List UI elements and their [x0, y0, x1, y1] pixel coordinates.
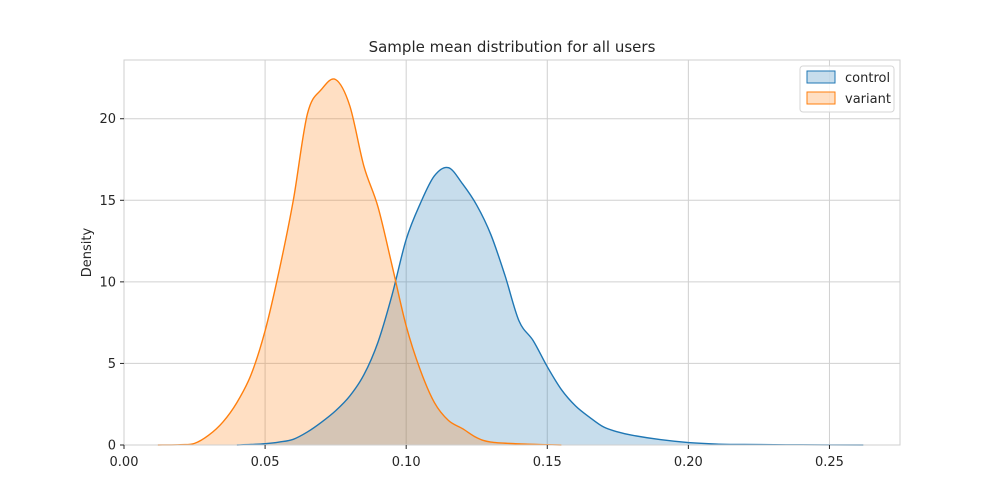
y-tick-label-0: 0	[108, 439, 116, 454]
legend-variant-label: variant	[845, 92, 891, 107]
y-axis-label: Density	[80, 227, 95, 277]
y-tick-label-1: 5	[108, 357, 116, 372]
legend: control variant	[799, 65, 895, 113]
x-tick-label-5: 0.25	[815, 455, 844, 470]
y-axis-ticks: 0 5 10 15 20	[99, 112, 124, 454]
series-line-layer	[157, 78, 864, 446]
x-tick-label-4: 0.20	[674, 455, 703, 470]
y-tick-label-4: 20	[99, 112, 116, 127]
legend-variant-swatch	[806, 91, 836, 105]
control-density-line	[236, 166, 864, 446]
chart-title: Sample mean distribution for all users	[369, 38, 656, 56]
control-density-area	[236, 167, 864, 446]
y-tick-label-2: 10	[99, 275, 116, 290]
x-tick-label-2: 0.10	[392, 455, 421, 470]
legend-control-label: control	[845, 71, 890, 86]
x-tick-label-1: 0.05	[251, 455, 280, 470]
x-tick-label-0: 0.00	[110, 455, 139, 470]
x-axis-ticks: 0.00 0.05 0.10 0.15 0.20 0.25	[110, 445, 844, 470]
y-tick-label-3: 15	[99, 194, 116, 209]
legend-control-swatch	[806, 70, 836, 84]
legend-box	[799, 65, 895, 113]
x-tick-label-3: 0.15	[533, 455, 562, 470]
plot-frame	[123, 59, 901, 446]
variant-density-line	[157, 78, 562, 446]
